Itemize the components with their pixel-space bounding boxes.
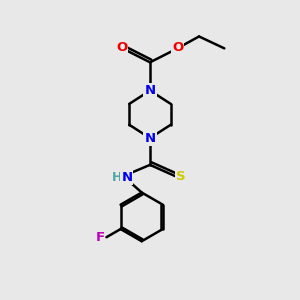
Text: S: S — [176, 170, 186, 183]
Text: N: N — [121, 171, 132, 184]
Text: O: O — [116, 41, 128, 54]
Text: N: N — [144, 132, 156, 145]
Text: F: F — [95, 231, 104, 244]
Text: H: H — [112, 171, 122, 184]
Text: O: O — [172, 41, 183, 54]
Text: N: N — [144, 84, 156, 97]
